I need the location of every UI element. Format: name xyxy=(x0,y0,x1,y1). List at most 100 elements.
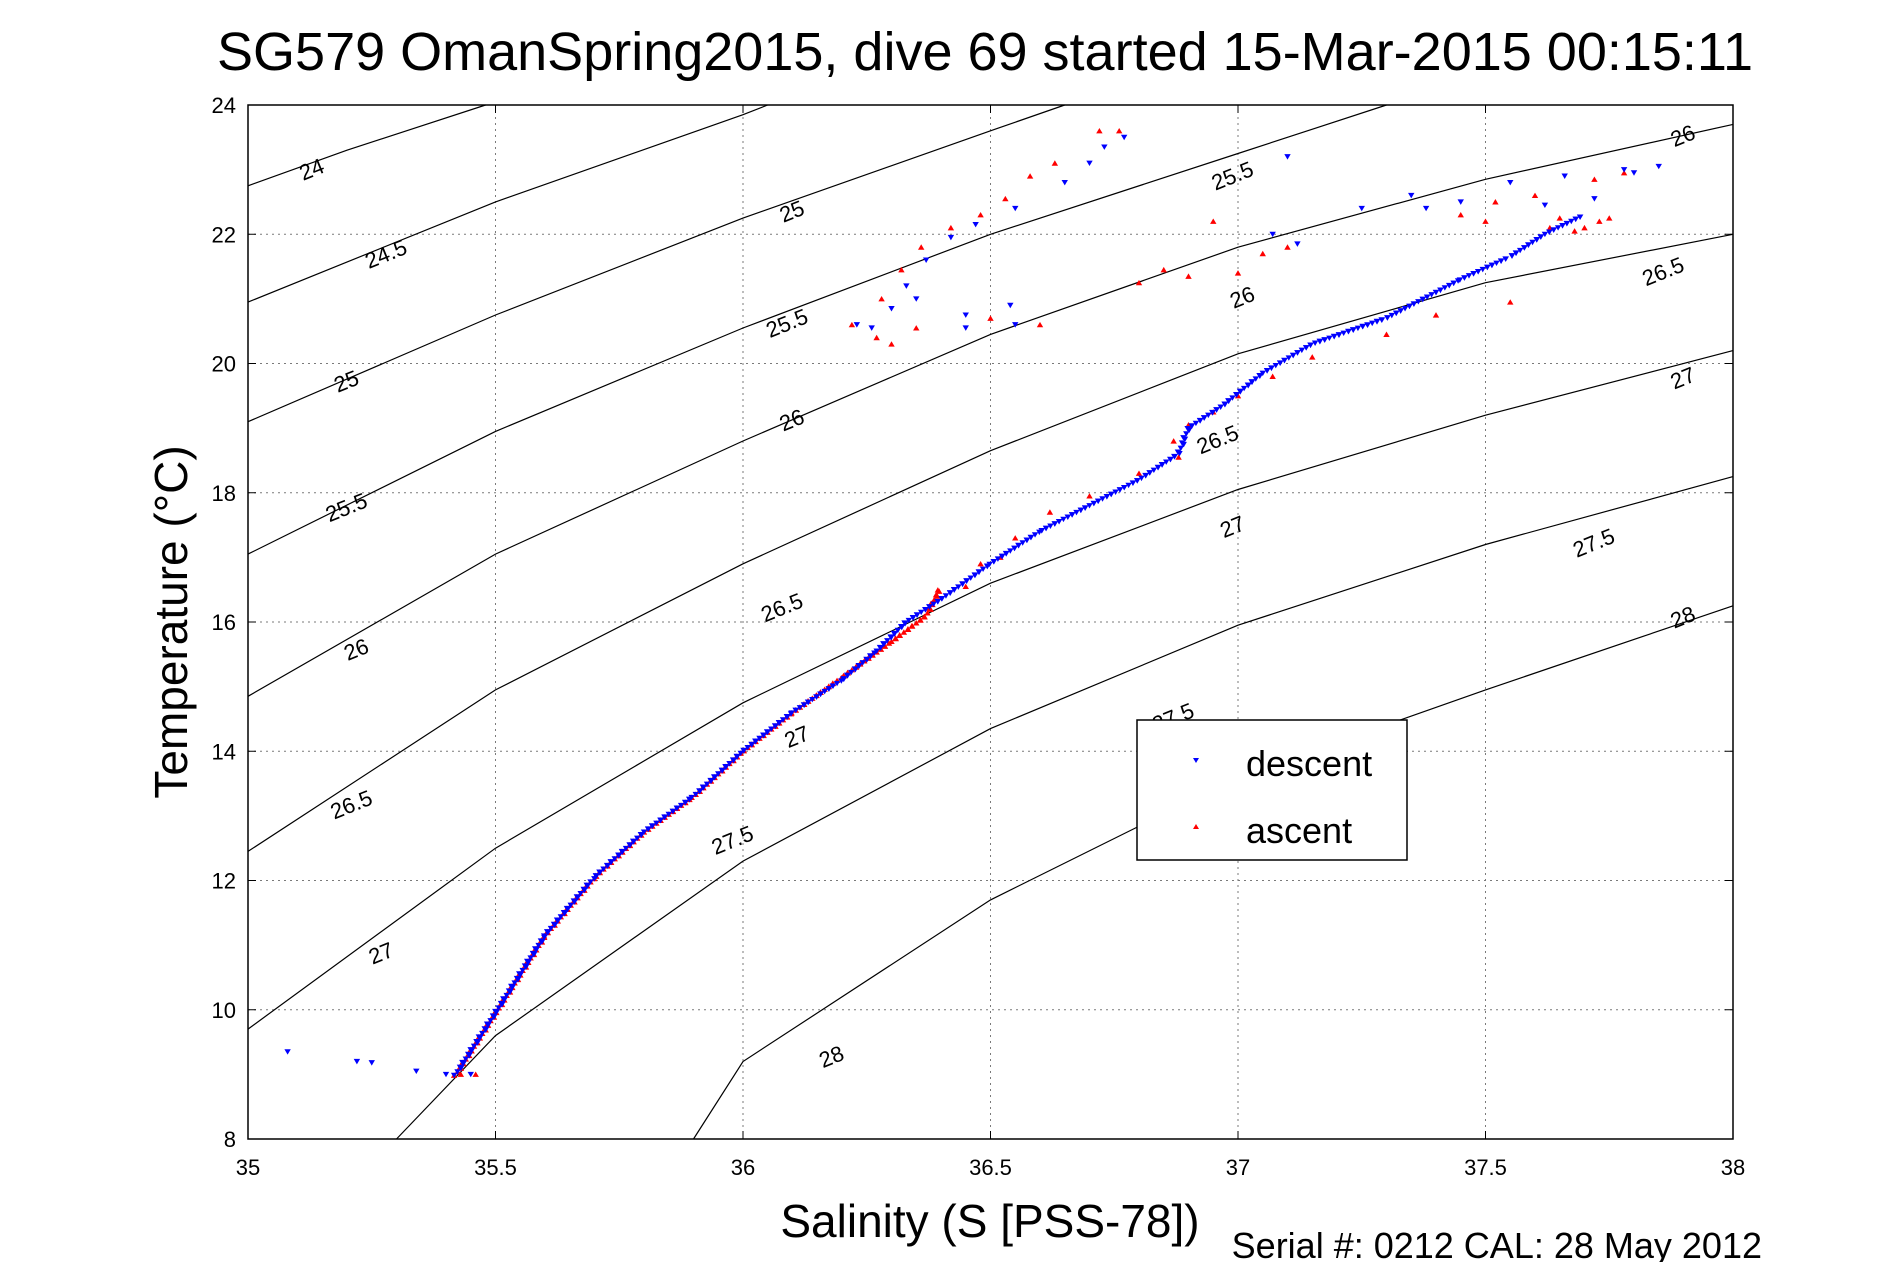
data-point-descent xyxy=(1120,484,1128,491)
data-point-descent xyxy=(1011,545,1018,552)
data-point-descent xyxy=(817,691,824,697)
data-point-descent xyxy=(681,799,689,806)
data-point-descent xyxy=(1350,327,1357,333)
data-point-ascent xyxy=(921,613,928,619)
data-point-descent xyxy=(1294,350,1301,356)
axis-ticks: 35 35.5 36 36.5 37 37.5 38 8 10 12 14 16 18 20 22 24 xyxy=(212,93,1746,1180)
data-point-ascent xyxy=(913,620,920,626)
density-contour-line xyxy=(396,476,1734,1140)
data-point-descent xyxy=(622,845,630,852)
data-point-ascent xyxy=(917,616,924,623)
data-point-descent xyxy=(1023,537,1030,543)
data-point-descent xyxy=(1184,426,1191,432)
data-point-descent xyxy=(1537,234,1544,240)
data-point-descent xyxy=(537,938,545,944)
data-point-descent xyxy=(840,676,847,682)
data-point-descent xyxy=(1183,431,1190,437)
data-point-ascent xyxy=(898,266,905,273)
data-point-descent xyxy=(1437,287,1444,293)
data-point-descent xyxy=(1502,256,1509,262)
data-point-descent xyxy=(1209,409,1216,416)
data-point-descent xyxy=(1138,475,1145,482)
data-point-descent xyxy=(1002,550,1010,557)
density-contour-line xyxy=(247,233,1734,852)
data-point-descent xyxy=(1373,319,1381,325)
data-point-descent xyxy=(637,831,645,838)
data-point-descent xyxy=(1422,205,1430,212)
data-point-descent xyxy=(368,1060,375,1066)
data-point-descent xyxy=(1158,462,1166,468)
x-tick-label: 35 xyxy=(236,1155,260,1180)
data-point-descent xyxy=(1384,315,1391,321)
data-point-descent xyxy=(1031,532,1039,538)
data-point-ascent xyxy=(1175,454,1182,460)
data-point-descent xyxy=(1358,205,1365,212)
y-tick-label: 12 xyxy=(212,869,236,894)
data-point-ascent xyxy=(1620,169,1628,176)
data-point-descent xyxy=(1393,310,1400,317)
data-point-descent xyxy=(1457,199,1464,205)
y-tick-label: 14 xyxy=(212,739,236,764)
data-point-ascent xyxy=(1012,535,1019,541)
data-point-descent xyxy=(284,1049,291,1055)
data-point-descent xyxy=(959,581,966,587)
data-point-descent xyxy=(1090,500,1098,507)
data-point-descent xyxy=(1493,260,1500,267)
data-point-descent xyxy=(540,933,548,939)
data-point-descent xyxy=(1256,372,1263,379)
data-point-descent xyxy=(1410,301,1418,307)
data-point-descent xyxy=(1268,365,1275,371)
data-point-descent xyxy=(1655,163,1662,170)
data-point-descent xyxy=(563,905,571,912)
data-point-descent xyxy=(1142,472,1149,479)
data-point-descent xyxy=(1388,312,1396,319)
data-point-descent xyxy=(1038,528,1045,534)
calibration-footer: Serial #: 0212 CAL: 28 May 2012 xyxy=(1232,1225,1762,1262)
chart-title: SG579 OmanSpring2015, dive 69 started 15… xyxy=(217,22,1753,82)
data-point-ascent xyxy=(1026,173,1034,179)
data-point-descent xyxy=(1252,376,1259,382)
data-point-ascent xyxy=(1234,270,1242,276)
data-point-descent xyxy=(1401,306,1409,312)
data-point-descent xyxy=(1055,518,1063,525)
data-point-descent xyxy=(1281,357,1288,364)
data-point-ascent xyxy=(1309,354,1316,360)
data-point-descent xyxy=(1116,487,1124,493)
x-axis-label: Salinity (S [PSS-78]) xyxy=(780,1195,1199,1247)
data-point-descent xyxy=(1081,505,1089,511)
data-point-ascent xyxy=(900,629,908,635)
density-contour-line xyxy=(247,104,1387,555)
data-point-ascent xyxy=(924,610,931,616)
data-point-descent xyxy=(696,788,703,794)
data-point-descent xyxy=(634,835,641,842)
data-point-descent xyxy=(1419,296,1426,303)
data-point-descent xyxy=(475,1034,483,1040)
legend-descent-marker xyxy=(1193,758,1199,763)
y-axis-label: Temperature (°C) xyxy=(145,445,197,798)
data-point-descent xyxy=(909,615,917,621)
data-point-descent xyxy=(1061,179,1068,186)
data-point-ascent xyxy=(896,632,903,638)
data-point-ascent xyxy=(472,1071,479,1077)
data-point-ascent xyxy=(848,321,856,328)
data-point-descent xyxy=(1086,160,1093,167)
data-point-descent xyxy=(508,983,515,990)
data-point-descent xyxy=(1340,330,1347,337)
data-point-descent xyxy=(454,1069,461,1075)
data-point-ascent xyxy=(1170,438,1177,444)
data-point-descent xyxy=(483,1021,491,1027)
data-point-ascent xyxy=(1086,493,1093,499)
data-point-descent xyxy=(1330,334,1338,340)
data-point-descent xyxy=(1200,415,1208,421)
data-point-descent xyxy=(459,1059,466,1066)
data-point-descent xyxy=(1294,241,1301,247)
data-point-ascent xyxy=(1457,211,1464,218)
data-point-descent xyxy=(1019,540,1026,546)
data-point-descent xyxy=(946,590,954,596)
data-point-descent xyxy=(1263,368,1271,374)
data-point-descent xyxy=(511,980,518,986)
data-point-descent xyxy=(744,744,751,751)
data-point-ascent xyxy=(1116,127,1123,134)
data-point-descent xyxy=(1521,245,1528,251)
data-point-descent xyxy=(1516,247,1524,254)
